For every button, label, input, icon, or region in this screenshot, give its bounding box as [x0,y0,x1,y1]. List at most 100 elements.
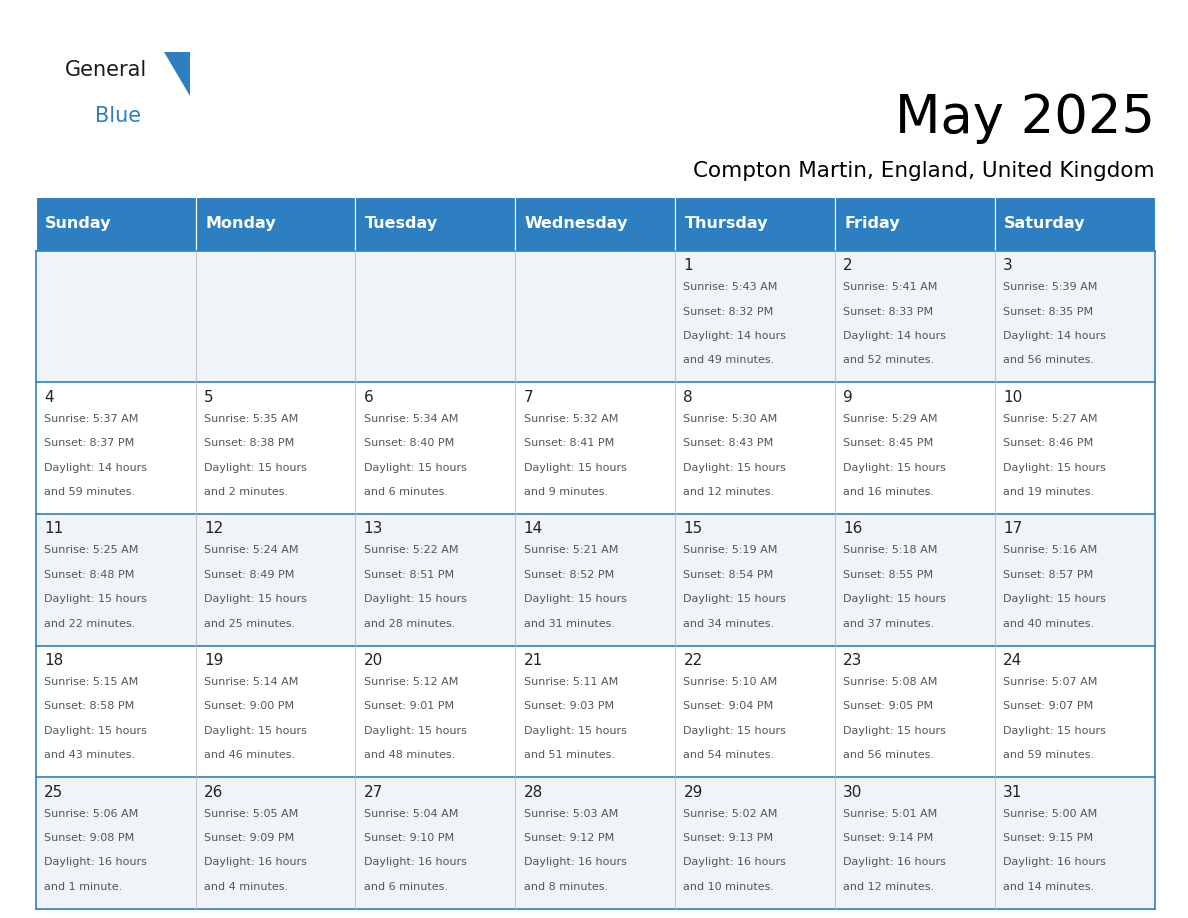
Text: 28: 28 [524,785,543,800]
Text: 25: 25 [44,785,63,800]
Text: Daylight: 15 hours: Daylight: 15 hours [204,463,307,473]
Text: 6: 6 [364,389,373,405]
Text: Sunrise: 5:12 AM: Sunrise: 5:12 AM [364,677,459,688]
Text: and 56 minutes.: and 56 minutes. [1003,355,1094,365]
Text: Sunrise: 5:10 AM: Sunrise: 5:10 AM [683,677,778,688]
Text: 22: 22 [683,653,702,668]
Text: Sunrise: 5:37 AM: Sunrise: 5:37 AM [44,414,138,424]
Text: Sunrise: 5:35 AM: Sunrise: 5:35 AM [204,414,298,424]
Text: Sunrise: 5:00 AM: Sunrise: 5:00 AM [1003,809,1098,819]
Text: and 59 minutes.: and 59 minutes. [1003,750,1094,760]
Text: Saturday: Saturday [1004,217,1086,231]
Text: Sunrise: 5:41 AM: Sunrise: 5:41 AM [843,282,937,292]
Text: Sunrise: 5:34 AM: Sunrise: 5:34 AM [364,414,459,424]
Text: Sunrise: 5:25 AM: Sunrise: 5:25 AM [44,545,138,555]
Text: Sunrise: 5:43 AM: Sunrise: 5:43 AM [683,282,778,292]
Text: 7: 7 [524,389,533,405]
Text: Sunset: 8:48 PM: Sunset: 8:48 PM [44,570,134,580]
Text: Sunset: 9:04 PM: Sunset: 9:04 PM [683,701,773,711]
Text: Sunset: 8:45 PM: Sunset: 8:45 PM [843,438,934,448]
Text: Daylight: 15 hours: Daylight: 15 hours [843,726,946,736]
Text: and 59 minutes.: and 59 minutes. [44,487,135,497]
Text: Sunrise: 5:01 AM: Sunrise: 5:01 AM [843,809,937,819]
Text: Wednesday: Wednesday [525,217,628,231]
Text: Daylight: 16 hours: Daylight: 16 hours [364,857,467,868]
Bar [994,197,1155,251]
Text: Daylight: 15 hours: Daylight: 15 hours [683,463,786,473]
Text: Sunset: 8:55 PM: Sunset: 8:55 PM [843,570,934,580]
Text: and 52 minutes.: and 52 minutes. [843,355,935,365]
Text: Sunrise: 5:04 AM: Sunrise: 5:04 AM [364,809,459,819]
Text: Daylight: 15 hours: Daylight: 15 hours [524,726,626,736]
Text: 15: 15 [683,521,702,536]
Text: 17: 17 [1003,521,1023,536]
Text: Sunset: 9:14 PM: Sunset: 9:14 PM [843,834,934,843]
Text: Sunset: 8:35 PM: Sunset: 8:35 PM [1003,307,1093,317]
Text: Sunrise: 5:16 AM: Sunrise: 5:16 AM [1003,545,1098,555]
Text: Daylight: 14 hours: Daylight: 14 hours [44,463,147,473]
Text: Daylight: 16 hours: Daylight: 16 hours [44,857,147,868]
Text: and 9 minutes.: and 9 minutes. [524,487,608,497]
Text: Daylight: 15 hours: Daylight: 15 hours [364,726,467,736]
Text: and 54 minutes.: and 54 minutes. [683,750,775,760]
Text: 20: 20 [364,653,383,668]
Text: Compton Martin, England, United Kingdom: Compton Martin, England, United Kingdom [693,161,1155,181]
Text: Sunset: 8:41 PM: Sunset: 8:41 PM [524,438,614,448]
Text: and 56 minutes.: and 56 minutes. [843,750,934,760]
Text: 23: 23 [843,653,862,668]
Text: and 16 minutes.: and 16 minutes. [843,487,934,497]
Text: and 40 minutes.: and 40 minutes. [1003,619,1094,629]
Text: Daylight: 15 hours: Daylight: 15 hours [843,463,946,473]
Text: Daylight: 15 hours: Daylight: 15 hours [1003,463,1106,473]
Text: Daylight: 15 hours: Daylight: 15 hours [1003,594,1106,604]
Text: Sunrise: 5:22 AM: Sunrise: 5:22 AM [364,545,459,555]
Text: 1: 1 [683,258,693,273]
Bar [355,197,516,251]
Text: Daylight: 16 hours: Daylight: 16 hours [524,857,626,868]
Bar [36,514,1155,645]
Text: and 6 minutes.: and 6 minutes. [364,487,448,497]
Text: 9: 9 [843,389,853,405]
Text: and 34 minutes.: and 34 minutes. [683,619,775,629]
Text: Daylight: 16 hours: Daylight: 16 hours [204,857,307,868]
Text: Sunrise: 5:19 AM: Sunrise: 5:19 AM [683,545,778,555]
Text: and 19 minutes.: and 19 minutes. [1003,487,1094,497]
Text: and 6 minutes.: and 6 minutes. [364,882,448,891]
Text: 4: 4 [44,389,53,405]
Text: Sunrise: 5:14 AM: Sunrise: 5:14 AM [204,677,298,688]
Text: General: General [65,60,147,80]
Text: Sunset: 8:57 PM: Sunset: 8:57 PM [1003,570,1093,580]
Text: and 22 minutes.: and 22 minutes. [44,619,135,629]
Text: Sunrise: 5:30 AM: Sunrise: 5:30 AM [683,414,778,424]
Text: Sunset: 8:58 PM: Sunset: 8:58 PM [44,701,134,711]
Text: 5: 5 [204,389,214,405]
Text: Sunset: 9:01 PM: Sunset: 9:01 PM [364,701,454,711]
Bar [36,778,1155,909]
Text: Sunrise: 5:08 AM: Sunrise: 5:08 AM [843,677,937,688]
Text: and 12 minutes.: and 12 minutes. [683,487,775,497]
Text: 27: 27 [364,785,383,800]
Text: 26: 26 [204,785,223,800]
Text: 2: 2 [843,258,853,273]
Text: Tuesday: Tuesday [365,217,438,231]
Text: Sunset: 9:03 PM: Sunset: 9:03 PM [524,701,614,711]
Text: Sunset: 8:46 PM: Sunset: 8:46 PM [1003,438,1093,448]
Text: Blue: Blue [95,106,141,126]
Text: Daylight: 15 hours: Daylight: 15 hours [204,594,307,604]
Text: Sunrise: 5:27 AM: Sunrise: 5:27 AM [1003,414,1098,424]
Polygon shape [164,52,190,96]
Text: Sunrise: 5:39 AM: Sunrise: 5:39 AM [1003,282,1098,292]
Text: 14: 14 [524,521,543,536]
Text: Sunrise: 5:11 AM: Sunrise: 5:11 AM [524,677,618,688]
Text: Daylight: 15 hours: Daylight: 15 hours [524,463,626,473]
Bar [36,197,196,251]
Text: Sunrise: 5:02 AM: Sunrise: 5:02 AM [683,809,778,819]
Text: and 2 minutes.: and 2 minutes. [204,487,287,497]
Text: Daylight: 15 hours: Daylight: 15 hours [44,594,147,604]
Text: Sunset: 8:43 PM: Sunset: 8:43 PM [683,438,773,448]
Text: Sunset: 9:05 PM: Sunset: 9:05 PM [843,701,934,711]
Text: and 37 minutes.: and 37 minutes. [843,619,935,629]
Text: Daylight: 15 hours: Daylight: 15 hours [1003,726,1106,736]
Text: Sunset: 9:15 PM: Sunset: 9:15 PM [1003,834,1093,843]
Text: Daylight: 15 hours: Daylight: 15 hours [364,594,467,604]
